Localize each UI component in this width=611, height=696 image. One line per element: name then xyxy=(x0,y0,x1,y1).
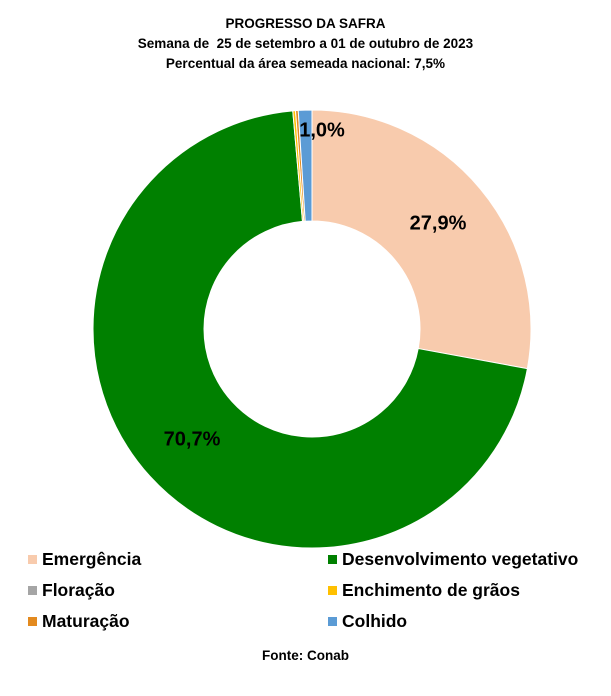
slice-desenvolvimento-vegetativo xyxy=(92,110,528,549)
legend-label: Colhido xyxy=(342,611,408,631)
donut-labels: 27,9% 70,7% 1,0% xyxy=(164,119,467,450)
legend-swatch xyxy=(328,586,337,595)
chart-source: Fonte: Conab xyxy=(262,648,349,663)
legend-item: Emergência xyxy=(28,549,141,570)
data-label-1: 70,7% xyxy=(164,428,221,450)
slice-emergência xyxy=(311,109,532,370)
legend-swatch xyxy=(328,555,337,564)
legend-item: Enchimento de grãos xyxy=(328,580,520,601)
legend-label: Maturação xyxy=(42,611,130,631)
legend-label: Emergência xyxy=(42,549,142,569)
legend-swatch xyxy=(28,617,37,626)
legend-item: Desenvolvimento vegetativo xyxy=(328,549,578,570)
legend-swatch xyxy=(28,555,37,564)
data-label-0: 27,9% xyxy=(410,212,467,234)
legend-label: Enchimento de grãos xyxy=(342,580,520,600)
legend-swatch xyxy=(328,617,337,626)
legend-item: Maturação xyxy=(28,611,130,632)
legend-label: Floração xyxy=(42,580,115,600)
donut-chart: 27,9% 70,7% 1,0% xyxy=(92,109,532,549)
legend-item: Colhido xyxy=(328,611,407,632)
legend-swatch xyxy=(28,586,37,595)
data-label-5: 1,0% xyxy=(299,119,345,141)
legend-label: Desenvolvimento vegetativo xyxy=(342,549,579,569)
chart-subtitle-period: Semana de 25 de setembro a 01 de outubro… xyxy=(137,36,474,51)
slice-colhido xyxy=(297,109,313,222)
donut-slices xyxy=(92,109,532,549)
chart-title: PROGRESSO DA SAFRA xyxy=(225,16,386,31)
chart-subtitle-area: Percentual da área semeada nacional: 7,5… xyxy=(165,56,446,71)
chart-titles: PROGRESSO DA SAFRA Semana de 25 de setem… xyxy=(0,14,611,74)
legend-item: Floração xyxy=(28,580,115,601)
